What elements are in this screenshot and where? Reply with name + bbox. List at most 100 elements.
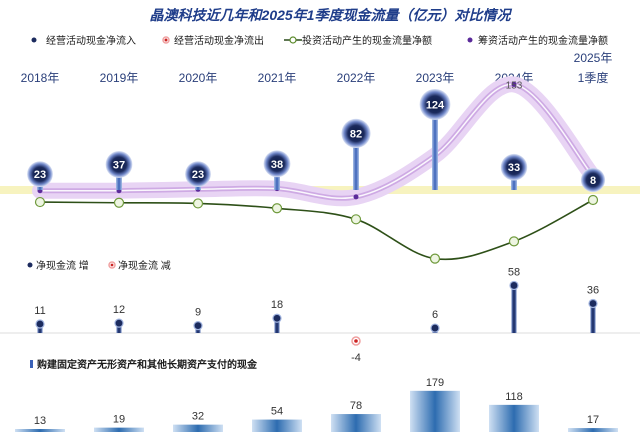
investing-point bbox=[192, 198, 204, 209]
legend-operating-outflow-dot bbox=[164, 38, 168, 42]
net-cashflow-label: 9 bbox=[195, 307, 201, 319]
net-cashflow-series: 11 12 9 18 -4 6 58 36 bbox=[34, 266, 599, 364]
investing-point bbox=[113, 197, 125, 208]
operating-bubble bbox=[263, 150, 291, 178]
operating-value-label: 37 bbox=[113, 159, 125, 171]
net-cashflow-label: 6 bbox=[432, 309, 438, 321]
legend-operating-inflow-marker bbox=[31, 37, 37, 43]
legend-operating-inflow: 经营活动现金净流入 bbox=[46, 34, 136, 47]
financing-band-core bbox=[37, 81, 596, 201]
x-axis-label: 2018年 bbox=[21, 71, 60, 85]
operating-stem bbox=[432, 104, 438, 190]
legend-capex-marker bbox=[30, 360, 33, 368]
net-cashflow-point bbox=[430, 323, 440, 333]
net-cashflow-point bbox=[272, 313, 282, 323]
operating-value-label: 23 bbox=[34, 169, 46, 181]
net-cashflow-point bbox=[509, 280, 519, 291]
operating-value-label: 124 bbox=[426, 99, 445, 111]
investing-point bbox=[587, 194, 599, 206]
net-cashflow-label: 36 bbox=[587, 284, 599, 296]
capex-bar bbox=[15, 429, 65, 432]
net-cashflow-stem bbox=[511, 285, 517, 333]
financing-point bbox=[353, 194, 359, 200]
x-axis-label: 2022年 bbox=[337, 71, 376, 85]
net-cashflow-label: -4 bbox=[351, 352, 361, 364]
financing-band bbox=[32, 76, 601, 207]
legend-net-increase: 净现金流 增 bbox=[36, 259, 89, 272]
financing-point bbox=[511, 81, 517, 87]
capex-bar bbox=[568, 428, 618, 432]
operating-bubble bbox=[105, 151, 133, 178]
investing-line bbox=[39, 199, 594, 261]
x-axis-label: 1季度 bbox=[578, 70, 609, 85]
financing-label: 153 bbox=[506, 80, 523, 91]
legend-financing: 筹资活动产生的现金流量净额 bbox=[478, 34, 608, 47]
x-axis-label: 2021年 bbox=[258, 71, 297, 85]
capex-bar bbox=[173, 424, 223, 432]
capex-label: 54 bbox=[271, 406, 283, 418]
legend-investing-marker bbox=[289, 36, 297, 44]
operating-bubble bbox=[341, 118, 371, 149]
capex-label: 13 bbox=[34, 415, 46, 427]
investing-point bbox=[34, 196, 46, 208]
operating-bubble bbox=[185, 161, 211, 188]
operating-bubble bbox=[580, 167, 606, 193]
investing-point bbox=[429, 253, 441, 264]
x-axis-label: 2023年 bbox=[416, 71, 455, 85]
operating-series: 23 37 23 38 82 124 33 8 bbox=[27, 88, 606, 193]
net-cashflow-stem bbox=[116, 323, 122, 333]
capex-bar bbox=[489, 404, 539, 432]
investing-point bbox=[350, 214, 362, 225]
x-axis-labels: 2018年 2019年 2020年 2021年 2022年 2023年 2024年2025年… bbox=[21, 51, 613, 85]
capex-label: 118 bbox=[505, 391, 523, 403]
legend-capex: 购建固定资产无形资产和其他长期资产支付的现金 bbox=[37, 358, 258, 371]
capex-bar bbox=[410, 390, 460, 432]
chart-title: 晶澳科技近几年和2025年1季度现金流量（亿元）对比情况 bbox=[150, 7, 513, 23]
capex-bar bbox=[252, 419, 302, 432]
net-cashflow-stem bbox=[274, 318, 280, 333]
capex-bar bbox=[331, 414, 381, 432]
investing-point bbox=[508, 236, 520, 247]
legend-net-increase-marker bbox=[27, 262, 33, 268]
net-cashflow-label: 11 bbox=[34, 305, 45, 317]
capex-label: 17 bbox=[587, 414, 599, 426]
net-cashflow-stem bbox=[590, 303, 596, 333]
legend-net-decrease: 净现金流 减 bbox=[118, 259, 171, 272]
operating-value-label: 23 bbox=[192, 169, 204, 181]
legend-investing: 投资活动产生的现金流量净额 bbox=[302, 34, 432, 47]
capex-label: 32 bbox=[192, 411, 204, 423]
net-cashflow-point bbox=[114, 318, 124, 328]
legend: 经营活动现金净流入 经营活动现金净流出 投资活动产生的现金流量净额 筹资活动产生… bbox=[31, 34, 608, 47]
capex-series: 13 19 32 54 78 179 118 17 bbox=[15, 377, 618, 432]
net-cashflow-point-negative-core bbox=[354, 339, 358, 343]
legend-operating-outflow: 经营活动现金净流出 bbox=[174, 34, 264, 47]
capex-label: 78 bbox=[350, 400, 362, 412]
x-axis-label: 2020年 bbox=[179, 71, 218, 85]
net-cashflow-label: 12 bbox=[113, 304, 125, 316]
legend-financing-marker bbox=[467, 37, 473, 43]
operating-value-label: 38 bbox=[271, 159, 283, 171]
net-cashflow-legend: 净现金流 增 净现金流 减 bbox=[27, 259, 171, 272]
capex-legend: 购建固定资产无形资产和其他长期资产支付的现金 bbox=[30, 358, 258, 371]
x-axis-label: 2019年 bbox=[100, 71, 139, 85]
capex-bar bbox=[94, 427, 144, 432]
investing-point bbox=[271, 203, 283, 214]
operating-value-label: 8 bbox=[590, 175, 596, 187]
financing-line bbox=[39, 83, 594, 200]
x-axis-label: 2025年 bbox=[574, 51, 613, 65]
operating-bubble bbox=[27, 161, 53, 188]
net-cashflow-label: 18 bbox=[271, 299, 283, 311]
investing-series bbox=[34, 194, 599, 264]
net-cashflow-point bbox=[35, 319, 45, 329]
capex-label: 19 bbox=[113, 414, 125, 426]
operating-stem bbox=[353, 133, 359, 190]
capex-label: 179 bbox=[426, 377, 444, 389]
legend-net-decrease-dot bbox=[110, 263, 114, 267]
operating-bubble bbox=[500, 153, 528, 181]
operating-value-label: 33 bbox=[508, 162, 520, 174]
net-cashflow-point bbox=[193, 321, 203, 331]
net-cashflow-label: 58 bbox=[508, 266, 520, 278]
operating-value-label: 82 bbox=[350, 128, 362, 140]
operating-bubble bbox=[419, 88, 451, 120]
